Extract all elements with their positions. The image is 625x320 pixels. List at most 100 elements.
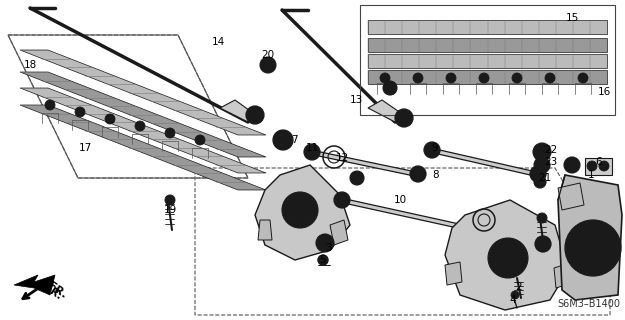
Text: 23: 23 [544, 157, 558, 167]
Circle shape [428, 146, 436, 154]
Circle shape [538, 148, 546, 156]
Polygon shape [554, 263, 572, 288]
Circle shape [278, 135, 288, 145]
Circle shape [282, 192, 318, 228]
Polygon shape [14, 275, 55, 295]
Text: 22: 22 [544, 145, 558, 155]
Circle shape [534, 170, 542, 178]
Circle shape [534, 157, 550, 173]
Polygon shape [368, 70, 607, 84]
Circle shape [533, 143, 551, 161]
Text: 8: 8 [432, 170, 439, 180]
Polygon shape [558, 175, 622, 300]
Polygon shape [368, 54, 607, 68]
Circle shape [165, 195, 175, 205]
Circle shape [290, 200, 310, 220]
Circle shape [75, 107, 85, 117]
Circle shape [354, 175, 360, 181]
Text: 14: 14 [211, 37, 224, 47]
Circle shape [424, 142, 440, 158]
Circle shape [260, 57, 276, 73]
Text: 5: 5 [319, 255, 326, 265]
Circle shape [383, 81, 397, 95]
Polygon shape [585, 158, 612, 175]
Circle shape [105, 114, 115, 124]
Circle shape [165, 128, 175, 138]
Circle shape [264, 61, 272, 69]
Polygon shape [368, 38, 607, 52]
Text: 7: 7 [291, 135, 298, 145]
Text: 16: 16 [598, 87, 611, 97]
Circle shape [497, 247, 519, 269]
Circle shape [296, 206, 304, 214]
Circle shape [304, 144, 320, 160]
Text: 10: 10 [394, 195, 407, 205]
Circle shape [338, 196, 346, 204]
Polygon shape [445, 262, 462, 285]
Polygon shape [20, 72, 266, 157]
Polygon shape [220, 100, 260, 122]
Polygon shape [558, 183, 584, 210]
Circle shape [537, 213, 547, 223]
Circle shape [273, 130, 293, 150]
Text: 1: 1 [588, 170, 594, 180]
Circle shape [479, 73, 489, 83]
Text: 2: 2 [516, 282, 522, 292]
Circle shape [504, 254, 512, 262]
Polygon shape [258, 220, 272, 240]
Polygon shape [368, 100, 408, 122]
Text: 19: 19 [163, 205, 177, 215]
Polygon shape [445, 200, 568, 310]
Circle shape [195, 135, 205, 145]
Circle shape [534, 176, 546, 188]
Circle shape [350, 171, 364, 185]
Circle shape [413, 73, 423, 83]
Circle shape [334, 192, 350, 208]
Circle shape [45, 100, 55, 110]
Circle shape [246, 106, 264, 124]
Text: 13: 13 [349, 95, 362, 105]
Text: 18: 18 [23, 60, 37, 70]
Text: 11: 11 [306, 143, 319, 153]
Text: S6M3–B1400: S6M3–B1400 [557, 299, 620, 309]
Circle shape [530, 166, 546, 182]
Circle shape [395, 109, 413, 127]
Circle shape [565, 220, 621, 276]
Circle shape [568, 161, 576, 169]
Text: 3: 3 [325, 243, 331, 253]
Polygon shape [368, 20, 607, 34]
Text: 15: 15 [566, 13, 579, 23]
Text: 9: 9 [432, 143, 438, 153]
Polygon shape [20, 105, 266, 190]
Circle shape [400, 114, 408, 122]
Circle shape [539, 240, 547, 248]
Circle shape [380, 73, 390, 83]
Circle shape [410, 166, 426, 182]
Circle shape [537, 179, 543, 185]
Circle shape [316, 234, 334, 252]
Circle shape [545, 73, 555, 83]
Text: FR.: FR. [46, 280, 69, 300]
Circle shape [320, 238, 330, 248]
Text: 6: 6 [596, 157, 602, 167]
Circle shape [387, 85, 393, 91]
Text: 20: 20 [261, 50, 274, 60]
Circle shape [446, 73, 456, 83]
Circle shape [135, 121, 145, 131]
Circle shape [578, 73, 588, 83]
Polygon shape [255, 165, 350, 260]
Circle shape [511, 291, 519, 299]
Circle shape [414, 170, 422, 178]
Circle shape [488, 238, 528, 278]
Text: 12: 12 [336, 153, 349, 163]
Polygon shape [20, 88, 266, 173]
Circle shape [535, 236, 551, 252]
Polygon shape [20, 50, 266, 135]
Circle shape [587, 161, 597, 171]
Polygon shape [330, 220, 348, 245]
Text: FR.: FR. [42, 282, 64, 302]
Circle shape [318, 255, 328, 265]
Circle shape [308, 148, 316, 156]
Circle shape [251, 111, 259, 119]
Circle shape [512, 73, 522, 83]
